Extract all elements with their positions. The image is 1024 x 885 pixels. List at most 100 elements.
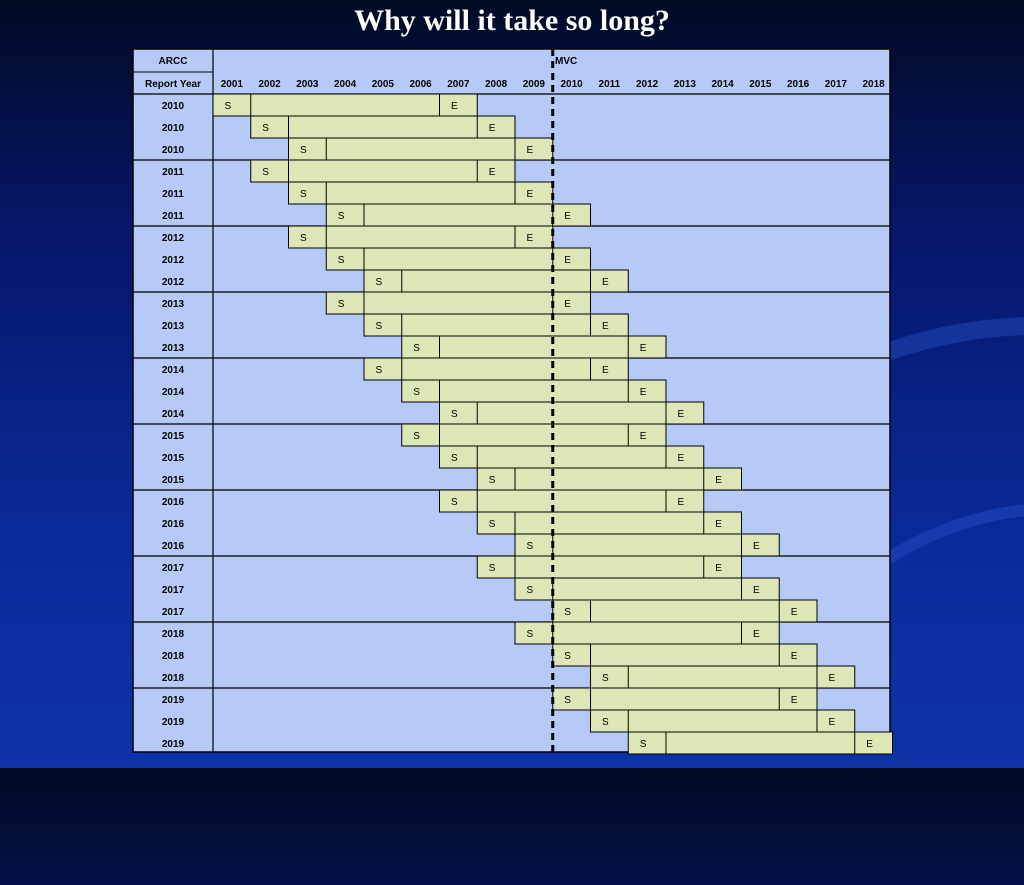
end-marker: E [527,189,534,200]
slide-title: Why will it take so long? [354,4,670,37]
gantt-bar [552,643,818,667]
year-header: 2016 [787,79,810,90]
end-marker: E [640,431,647,442]
gantt-bar [325,203,591,227]
gantt-bar [401,335,667,359]
year-header: 2004 [334,79,357,90]
year-header: 2007 [447,79,470,90]
report-year-cell: 2013 [162,343,185,354]
end-marker: E [753,541,760,552]
year-header: 2014 [712,79,735,90]
end-marker: E [527,233,534,244]
start-marker: S [376,321,383,332]
end-marker: E [451,101,458,112]
year-header: 2013 [674,79,697,90]
report-year-cell: 2010 [162,101,185,112]
end-marker: E [489,167,496,178]
report-year-column: 2010 2010 2010 2011 2011 2011 2012 2012 2012 2013… [162,101,185,750]
start-marker: S [262,123,269,134]
start-marker: S [413,343,420,354]
gantt-bar [363,357,629,381]
start-marker: S [640,739,647,750]
gantt-bar [363,313,629,337]
year-header: 2017 [825,79,848,90]
report-year-cell: 2015 [162,431,185,442]
end-marker: E [866,739,873,750]
report-year-cell: 2011 [162,167,184,178]
end-marker: E [753,629,760,640]
start-marker: S [527,541,534,552]
report-year-cell: 2013 [162,299,185,310]
gantt-bar [439,445,705,469]
start-marker: S [602,717,609,728]
gantt-bar [552,599,818,623]
report-year-cell: 2013 [162,321,185,332]
gantt-table: ARCC Report Year MVC 2001 2002 2003 2004 200… [132,48,893,755]
report-year-cell: 2010 [162,145,185,156]
year-header: 2006 [410,79,433,90]
report-year-cell: 2018 [162,673,185,684]
start-marker: S [338,299,345,310]
year-header: 2018 [863,79,886,90]
year-header: 2012 [636,79,659,90]
end-marker: E [564,255,571,266]
gantt-bar [288,181,554,205]
start-marker: S [338,211,345,222]
end-marker: E [564,211,571,222]
end-marker: E [715,519,722,530]
gantt-bar [325,247,591,271]
year-header: 2015 [749,79,772,90]
start-marker: S [564,651,571,662]
gantt-bar [288,225,554,249]
mvc-marker-label: MVC [555,56,577,67]
gantt-bar [476,555,742,579]
report-year-cell: 2014 [162,409,185,420]
gantt-bar [590,665,856,689]
start-marker: S [489,563,496,574]
end-marker: E [829,673,836,684]
start-marker: S [602,673,609,684]
report-year-cell: 2015 [162,453,185,464]
header-arcc-label: ARCC [159,56,188,67]
gantt-bar [401,379,667,403]
gantt-bar [439,489,705,513]
start-marker: S [300,233,307,244]
report-year-cell: 2011 [162,189,184,200]
start-marker: S [413,431,420,442]
report-year-cell: 2014 [162,365,185,376]
report-year-cell: 2011 [162,211,184,222]
end-marker: E [715,475,722,486]
year-header: 2005 [372,79,395,90]
gantt-bar [212,93,478,117]
gantt-bar [250,159,516,183]
gantt-bar [325,291,591,315]
report-year-cell: 2019 [162,739,185,750]
end-marker: E [527,145,534,156]
end-marker: E [640,343,647,354]
report-year-cell: 2015 [162,475,185,486]
report-year-cell: 2016 [162,541,185,552]
gantt-bar [401,423,667,447]
start-marker: S [451,409,458,420]
gantt-bar [439,401,705,425]
start-marker: S [413,387,420,398]
gantt-bar [514,577,780,601]
end-marker: E [489,123,496,134]
report-year-cell: 2018 [162,629,185,640]
year-header: 2010 [561,79,584,90]
start-marker: S [451,497,458,508]
gantt-bar [288,137,554,161]
year-header: 2003 [296,79,319,90]
start-marker: S [527,629,534,640]
report-year-cell: 2017 [162,563,185,574]
end-marker: E [791,607,798,618]
start-marker: S [564,695,571,706]
start-marker: S [376,277,383,288]
report-year-cell: 2019 [162,695,185,706]
end-marker: E [678,409,685,420]
end-marker: E [564,299,571,310]
report-year-cell: 2010 [162,123,185,134]
report-year-cell: 2017 [162,585,185,596]
end-marker: E [602,321,609,332]
end-marker: E [829,717,836,728]
